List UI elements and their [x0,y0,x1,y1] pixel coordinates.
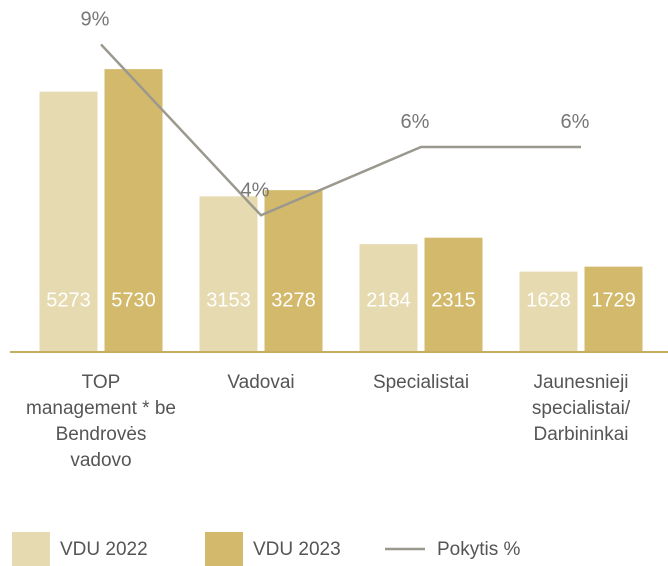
bar [39,91,98,352]
bar-value-label: 3153 [206,289,251,311]
bar-value-label: 5730 [111,289,156,311]
legend-label: VDU 2022 [60,539,148,560]
legend-label: Pokytis % [437,539,521,560]
x-tick-label: Vadovai [227,372,295,393]
bar [104,69,163,353]
bar [264,190,323,352]
x-tick-label: Specialistai [372,372,470,393]
line [100,43,581,217]
bar [199,196,258,352]
line-value-label: 9% [81,9,110,31]
x-tick-label: Jaunesnieji specialistai/ Darbininkai [531,372,631,445]
bar-value-label: 5273 [46,289,91,311]
bar-value-label: 1729 [591,289,636,311]
bar-value-label: 2315 [431,289,476,311]
legend-label: VDU 2023 [253,539,341,560]
bar [584,266,643,352]
bar-value-label: 3278 [271,289,316,311]
bar-value-label: 2184 [366,289,411,311]
line-value-label: 6% [401,111,430,133]
bar [359,244,418,352]
bar [519,271,578,352]
bar-value-label: 1628 [526,289,571,311]
line-value-label: 4% [241,180,270,202]
legend-swatch [12,532,50,566]
x-tick-label: TOP management * be Bendrovės vadovo [26,372,176,471]
line-value-label: 6% [561,111,590,133]
bar [424,237,483,352]
legend-swatch [205,532,243,566]
